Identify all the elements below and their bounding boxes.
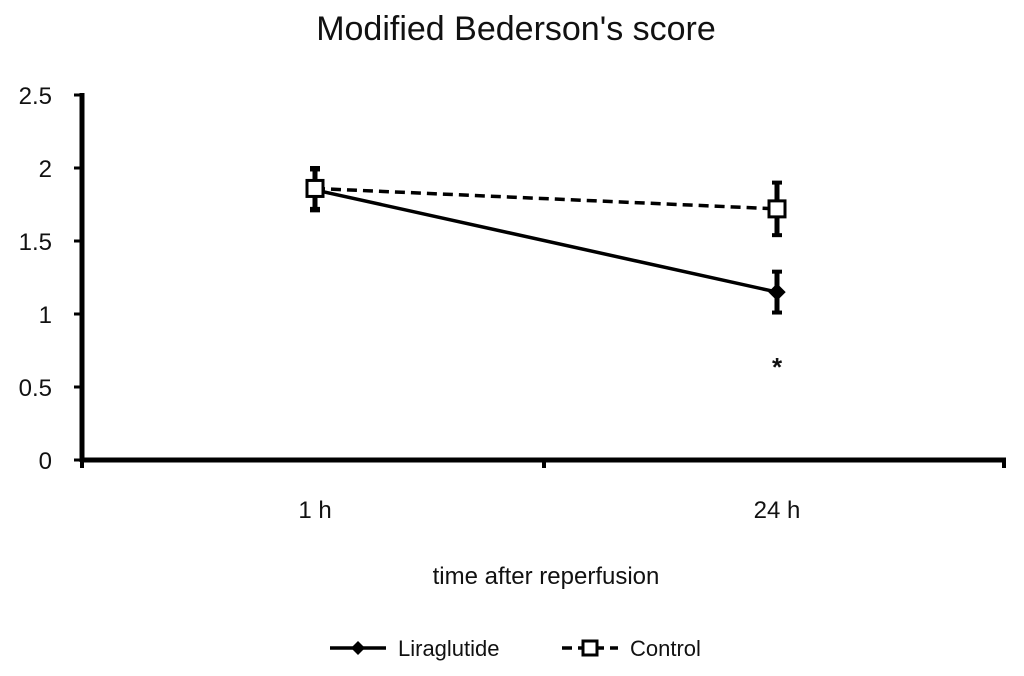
series-control: [305, 166, 787, 238]
y-tick-label: 0.5: [19, 375, 52, 402]
x-tick-label: 24 h: [754, 497, 801, 524]
legend-marker: [581, 639, 599, 657]
series-liraglutide: [306, 167, 786, 315]
legend-item-control: Control: [562, 636, 701, 661]
y-tick-label: 2.5: [19, 83, 52, 110]
chart-title: Modified Bederson's score: [316, 10, 716, 48]
data-point: [768, 283, 786, 301]
y-tick-label: 1.5: [19, 229, 52, 256]
x-axis-label: time after reperfusion: [433, 563, 660, 590]
x-tick-label: 1 h: [298, 497, 331, 524]
series-line: [314, 188, 778, 294]
legend-label: Control: [630, 636, 701, 661]
significance-marker: *: [772, 352, 783, 382]
series-line: [314, 186, 778, 211]
axes: [79, 93, 1006, 463]
y-tick-label: 1: [39, 302, 52, 329]
data-point: [767, 199, 787, 219]
legend-marker: [351, 641, 365, 655]
series-layer: [305, 166, 787, 315]
x-axis-ticks: 1 h 24 h: [80, 460, 1006, 524]
y-tick-label: 0: [39, 448, 52, 475]
legend-label: Liraglutide: [398, 636, 500, 661]
legend: Liraglutide Control: [330, 636, 701, 661]
legend-item-liraglutide: Liraglutide: [330, 636, 500, 661]
y-axis-ticks: 0 0.5 1 1.5 2 2.5: [19, 83, 82, 475]
data-point: [305, 178, 325, 198]
y-tick-label: 2: [39, 156, 52, 183]
annotations: *: [772, 352, 783, 382]
